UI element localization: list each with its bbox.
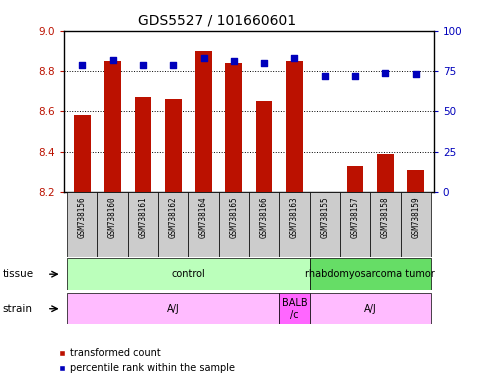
Bar xyxy=(400,192,431,257)
Text: GSM738158: GSM738158 xyxy=(381,197,390,238)
Bar xyxy=(340,192,370,257)
Text: GSM738161: GSM738161 xyxy=(139,197,147,238)
Text: GSM738160: GSM738160 xyxy=(108,197,117,238)
Text: GSM738162: GSM738162 xyxy=(169,197,177,238)
Text: control: control xyxy=(172,269,205,279)
Point xyxy=(382,70,389,76)
Text: GSM738159: GSM738159 xyxy=(411,197,420,238)
Text: GSM738163: GSM738163 xyxy=(290,197,299,238)
Point xyxy=(230,58,238,65)
Bar xyxy=(310,192,340,257)
Bar xyxy=(188,192,219,257)
Bar xyxy=(310,293,431,324)
Bar xyxy=(195,51,212,192)
Bar xyxy=(279,293,310,324)
Point xyxy=(412,71,420,77)
Bar xyxy=(370,192,400,257)
Text: GSM738157: GSM738157 xyxy=(351,197,359,238)
Point xyxy=(260,60,268,66)
Point xyxy=(290,55,298,61)
Text: tissue: tissue xyxy=(2,269,34,279)
Point xyxy=(321,73,329,79)
Bar xyxy=(67,258,310,290)
Bar xyxy=(256,101,273,192)
Bar xyxy=(286,61,303,192)
Bar xyxy=(128,192,158,257)
Bar xyxy=(98,192,128,257)
Bar xyxy=(104,61,121,192)
Bar xyxy=(249,192,279,257)
Text: GDS5527 / 101660601: GDS5527 / 101660601 xyxy=(138,13,296,27)
Text: A/J: A/J xyxy=(364,304,377,314)
Text: GSM738166: GSM738166 xyxy=(260,197,269,238)
Text: rhabdomyosarcoma tumor: rhabdomyosarcoma tumor xyxy=(305,269,435,279)
Point xyxy=(169,61,177,68)
Bar xyxy=(407,170,424,192)
Text: GSM738164: GSM738164 xyxy=(199,197,208,238)
Legend: transformed count, percentile rank within the sample: transformed count, percentile rank withi… xyxy=(54,344,239,377)
Bar xyxy=(279,192,310,257)
Bar xyxy=(347,166,363,192)
Bar xyxy=(225,63,242,192)
Point xyxy=(200,55,208,61)
Bar xyxy=(74,115,91,192)
Text: GSM738155: GSM738155 xyxy=(320,197,329,238)
Text: A/J: A/J xyxy=(167,304,179,314)
Bar xyxy=(219,192,249,257)
Point xyxy=(139,61,147,68)
Point xyxy=(108,57,116,63)
Text: GSM738156: GSM738156 xyxy=(78,197,87,238)
Bar xyxy=(377,154,394,192)
Bar xyxy=(310,258,431,290)
Bar xyxy=(135,97,151,192)
Bar xyxy=(67,293,279,324)
Point xyxy=(78,61,86,68)
Text: strain: strain xyxy=(2,304,33,314)
Point xyxy=(351,73,359,79)
Bar xyxy=(67,192,98,257)
Text: BALB
/c: BALB /c xyxy=(282,298,307,319)
Text: GSM738165: GSM738165 xyxy=(229,197,238,238)
Bar xyxy=(158,192,188,257)
Bar xyxy=(165,99,181,192)
